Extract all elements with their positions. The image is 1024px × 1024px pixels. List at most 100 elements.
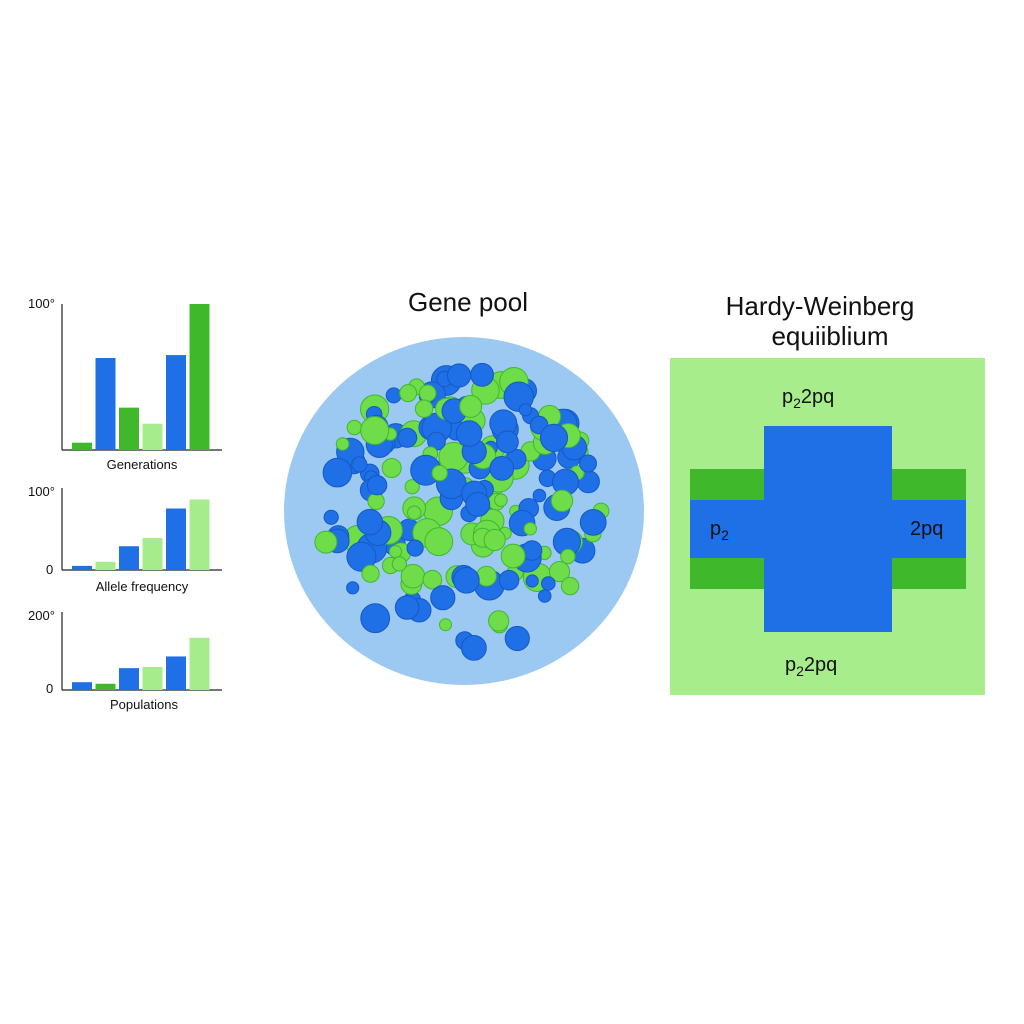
bar	[142, 538, 163, 570]
bar	[166, 508, 186, 570]
hardy-weinberg-title-line2: equiiblium	[771, 321, 889, 351]
x-axis-label: Populations	[110, 697, 178, 712]
center-blue-block	[764, 426, 892, 632]
bar	[95, 561, 116, 570]
blue-allele-dot	[539, 423, 569, 453]
blue-allele-dot	[537, 589, 552, 603]
green-allele-dot	[439, 618, 452, 632]
green-allele-dot	[500, 543, 526, 569]
green-allele-dot	[407, 505, 422, 520]
blue-allele-dot	[532, 488, 547, 503]
green-allele-dot	[335, 437, 350, 451]
green-allele-dot	[360, 416, 390, 445]
blue-allele-dot	[346, 541, 377, 572]
blue-allele-dot	[496, 430, 519, 454]
blue-allele-dot	[541, 576, 556, 591]
blue-allele-dot	[430, 585, 456, 611]
x-axis-label: Generations	[106, 457, 178, 472]
blue-allele-dot	[579, 509, 607, 536]
bar	[119, 546, 139, 570]
gene-pool-circle	[284, 337, 644, 685]
bar	[119, 407, 139, 450]
gene-pool-alleles	[314, 362, 610, 661]
blue-allele-dot	[406, 539, 424, 557]
gene-pool-title: Gene pool	[408, 287, 528, 317]
bar	[72, 565, 92, 570]
green-allele-dot	[418, 384, 437, 403]
hardy-weinberg-square: p22pq p2 2pq p22pq	[670, 358, 985, 695]
green-allele-dot	[388, 545, 403, 559]
bar	[189, 499, 210, 570]
bar-chart-populations: 200° 0 Populations	[18, 604, 228, 720]
chart-plot-area	[61, 612, 222, 691]
green-allele-dot	[314, 530, 338, 554]
bar	[189, 637, 210, 690]
green-allele-dot	[414, 399, 434, 418]
blue-allele-dot	[455, 420, 483, 447]
green-allele-dot	[494, 493, 508, 507]
green-allele-dot	[381, 458, 402, 478]
bar	[142, 666, 163, 690]
blue-allele-dot	[447, 363, 472, 388]
bar	[189, 304, 210, 450]
green-allele-dot	[367, 492, 385, 511]
x-axis-label: Allele frequency	[95, 579, 189, 594]
bottom-genotype-label: p22pq	[785, 654, 838, 679]
bar	[72, 682, 92, 690]
chart-plot-area	[61, 304, 222, 451]
chart-plot-area	[61, 488, 222, 571]
bar	[72, 442, 92, 450]
blue-allele-dot	[453, 567, 480, 594]
green-allele-dot	[424, 527, 454, 557]
y-axis-min-label: 0	[46, 681, 54, 696]
blue-allele-dot	[397, 427, 418, 448]
bar-chart-generations: 100° Generations	[18, 290, 228, 480]
y-axis-max-label: 200°	[28, 608, 55, 623]
top-genotype-label: p22pq	[782, 386, 835, 411]
blue-allele-dot	[322, 457, 353, 488]
y-axis-min-label: 0	[46, 562, 54, 577]
blue-allele-dot	[394, 595, 420, 620]
blue-allele-dot	[579, 454, 597, 473]
blue-allele-dot	[465, 491, 491, 517]
blue-allele-dot	[356, 508, 384, 536]
right-genotype-label: 2pq	[910, 518, 944, 540]
y-axis-max-label: 100°	[28, 296, 55, 311]
blue-allele-dot	[525, 574, 539, 588]
blue-allele-dot	[346, 581, 360, 595]
green-allele-dot	[548, 561, 571, 583]
green-allele-dot	[476, 565, 497, 587]
green-allele-dot	[346, 419, 363, 436]
blue-allele-dot	[323, 509, 339, 525]
blue-allele-dot	[489, 455, 515, 481]
green-allele-dot	[560, 576, 580, 596]
blue-allele-dot	[504, 625, 530, 652]
green-allele-dot	[391, 556, 408, 572]
bar	[95, 683, 116, 690]
blue-allele-dot	[518, 403, 532, 417]
left-genotype-label: p2	[710, 518, 729, 543]
green-allele-dot	[459, 394, 483, 418]
green-allele-dot	[404, 479, 420, 495]
green-allele-dot	[431, 464, 448, 482]
blue-allele-dot	[351, 456, 368, 473]
green-allele-dot	[361, 564, 380, 583]
bar	[142, 423, 163, 450]
bar	[95, 358, 116, 450]
green-allele-dot	[488, 610, 510, 632]
green-allele-dot	[399, 384, 418, 403]
green-allele-dot	[523, 522, 538, 536]
bar	[119, 668, 139, 690]
bar-chart-allele-frequency: 100° 0 Allele frequency	[18, 480, 228, 600]
green-allele-dot	[483, 528, 506, 552]
blue-allele-dot	[470, 362, 495, 387]
blue-allele-dot	[360, 603, 391, 634]
bar	[166, 656, 186, 690]
bar	[166, 355, 186, 450]
green-allele-dot	[422, 569, 443, 590]
hardy-weinberg-title-line1: Hardy-Weinberg	[725, 291, 915, 321]
blue-allele-dot	[498, 569, 520, 591]
blue-allele-dot	[366, 475, 388, 496]
y-axis-max-label: 100°	[28, 484, 55, 499]
green-allele-dot	[550, 489, 574, 513]
